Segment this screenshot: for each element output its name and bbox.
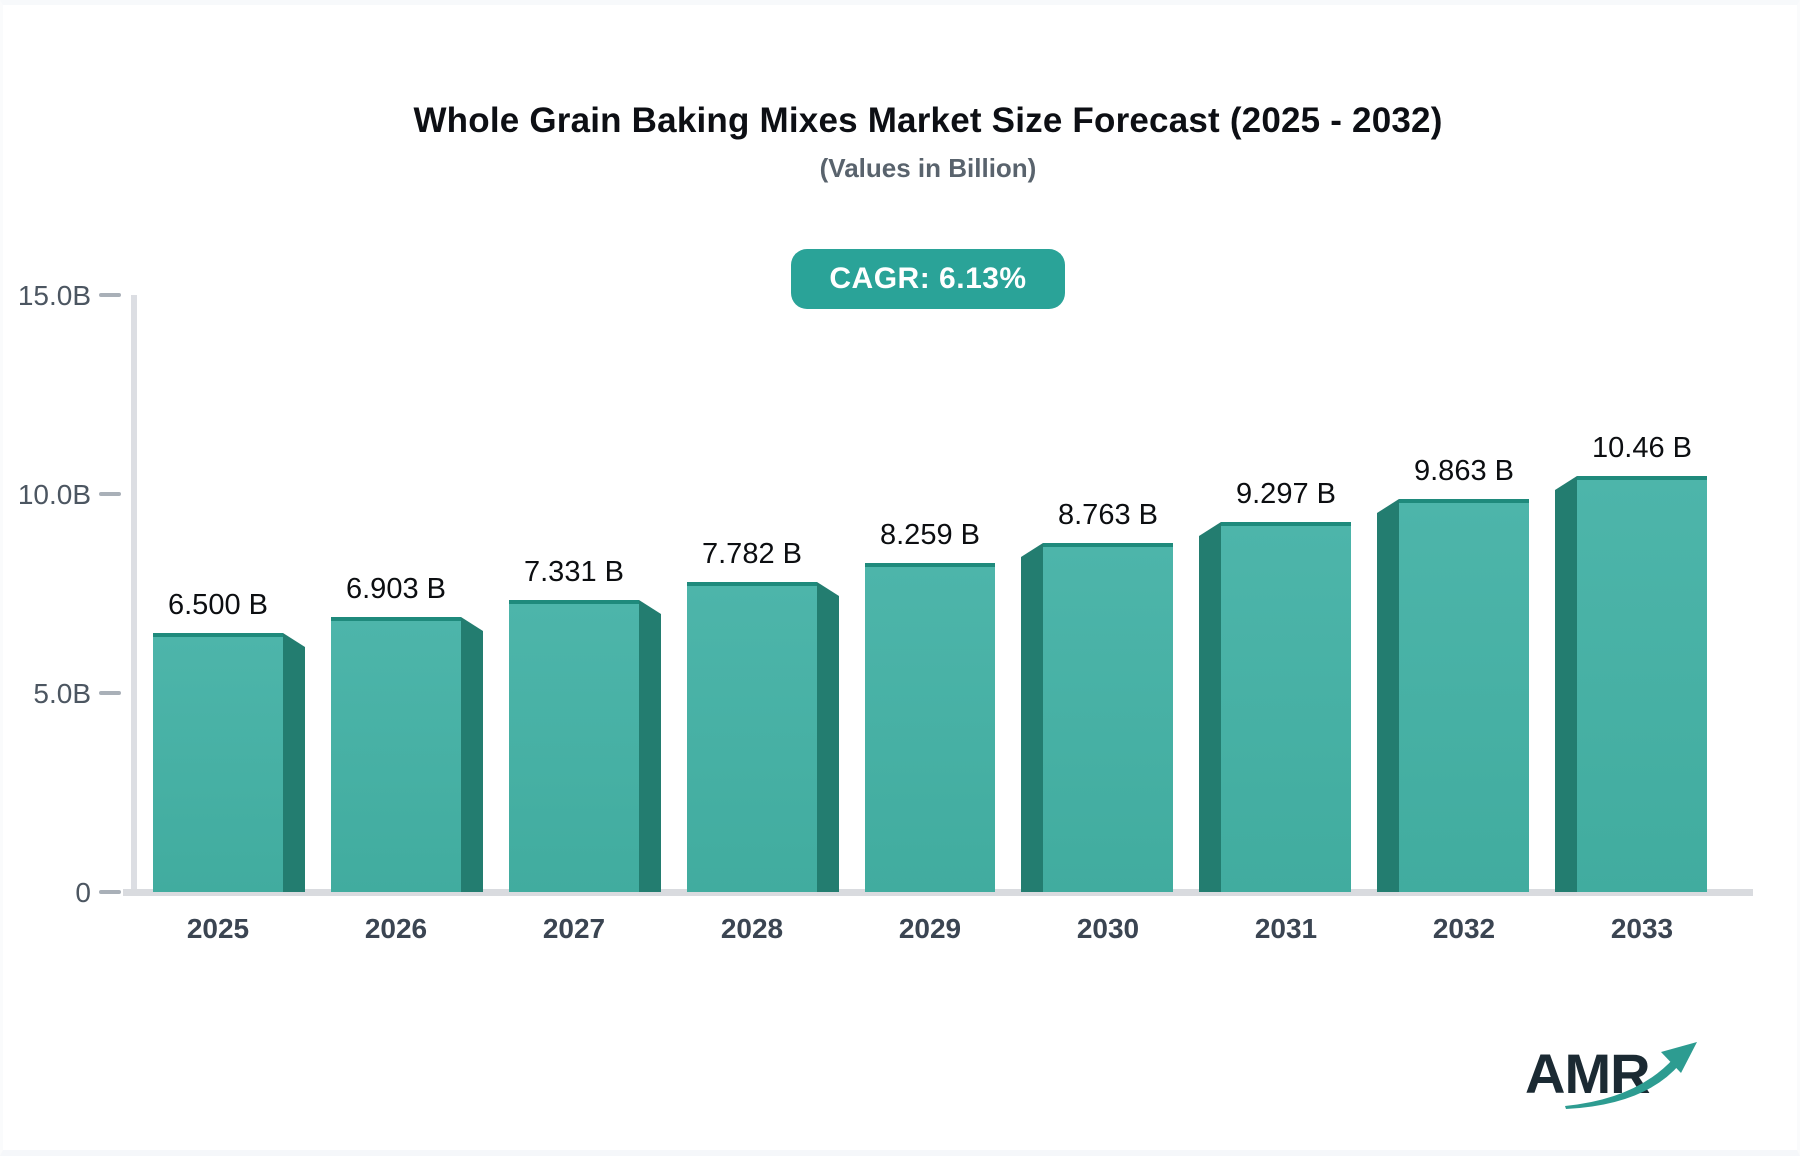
- chart-title: Whole Grain Baking Mixes Market Size For…: [413, 101, 1443, 140]
- x-axis-label: 2032: [1432, 913, 1496, 944]
- x-axis-label: 2026: [364, 913, 428, 944]
- bar-value-label: 8.259 B: [880, 519, 980, 551]
- growth-arrow-icon: [1565, 1042, 1697, 1109]
- bar-side-face: [1199, 522, 1221, 892]
- bar-2027[interactable]: [509, 600, 639, 892]
- chart-header: Whole Grain Baking Mixes Market Size For…: [53, 5, 1800, 184]
- bar-side-face: [817, 582, 839, 892]
- bar-value-label: 7.331 B: [524, 556, 624, 588]
- bar-side-face: [283, 633, 305, 892]
- bar-2030[interactable]: [1043, 543, 1173, 892]
- bar-2026[interactable]: [331, 617, 461, 892]
- y-axis-label: 10.0B: [17, 479, 91, 510]
- x-axis-label: 2030: [1076, 913, 1140, 944]
- y-axis-tick: [99, 890, 121, 894]
- bar-value-label: 9.297 B: [1236, 478, 1336, 510]
- y-axis-tick: [99, 691, 121, 695]
- bar-value-label: 8.763 B: [1058, 499, 1158, 531]
- amr-logo: AMR: [1525, 1042, 1697, 1109]
- bar-2025[interactable]: [153, 633, 283, 892]
- x-axis-label: 2029: [898, 913, 962, 944]
- bar-value-label: 6.903 B: [346, 573, 446, 605]
- bar-value-label: 6.500 B: [168, 589, 268, 621]
- y-axis-label: 5.0B: [33, 678, 91, 709]
- x-axis-label: 2031: [1254, 913, 1318, 944]
- x-axis-label: 2025: [186, 913, 250, 944]
- bar-2033[interactable]: [1577, 476, 1707, 892]
- y-axis-line: [131, 295, 137, 892]
- bar-value-label: 10.46 B: [1592, 432, 1692, 464]
- bar-side-face: [1377, 499, 1399, 892]
- bar-value-label: 7.782 B: [702, 538, 802, 570]
- x-axis-baseline: [123, 889, 1753, 896]
- bar-2032[interactable]: [1399, 499, 1529, 892]
- bar-side-face: [639, 600, 661, 892]
- y-axis-tick: [99, 293, 121, 297]
- x-axis-label: 2028: [720, 913, 784, 944]
- chart-subtitle: (Values in Billion): [819, 153, 1037, 183]
- bar-side-face: [461, 617, 483, 892]
- cagr-badge-row: CAGR: 6.13%: [53, 249, 1800, 309]
- cagr-badge: CAGR: 6.13%: [791, 249, 1065, 309]
- bar-2031[interactable]: [1221, 522, 1351, 892]
- y-axis-label: 0: [75, 877, 91, 908]
- bar-side-face: [1021, 543, 1043, 892]
- bar-value-label: 9.863 B: [1414, 455, 1514, 487]
- x-axis-label: 2027: [542, 913, 606, 944]
- x-axis-label: 2033: [1610, 913, 1674, 944]
- y-axis-label: 15.0B: [17, 280, 91, 311]
- bar-2028[interactable]: [687, 582, 817, 892]
- y-axis-tick: [99, 492, 121, 496]
- bar-side-face: [1555, 476, 1577, 892]
- bar-2029[interactable]: [865, 563, 995, 892]
